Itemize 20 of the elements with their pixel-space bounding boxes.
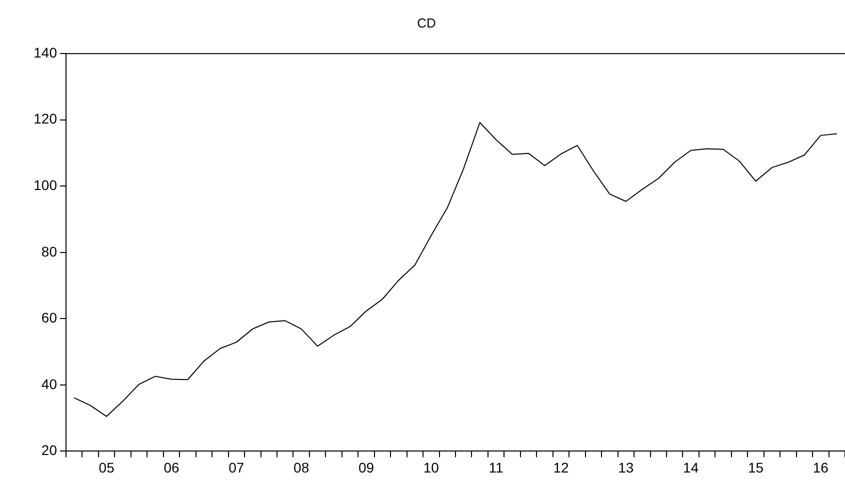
x-tick-label: 09 [358,459,374,476]
x-tick-label: 16 [812,459,829,476]
y-tick-label: 40 [41,376,58,392]
x-tick-label: 13 [618,459,634,476]
y-tick-label: 60 [41,310,58,326]
x-tick-label: 07 [228,459,244,476]
y-tick-label: 140 [34,44,58,60]
y-tick-label: 80 [41,243,58,260]
y-tick-label: 100 [34,176,58,193]
x-tick-label: 12 [553,459,569,476]
y-tick-label: 20 [41,442,58,458]
x-tick-label: 14 [683,459,699,476]
x-tick-label: 08 [294,459,310,476]
x-tick-label: 15 [748,459,764,476]
y-tick-label: 120 [34,110,58,127]
x-tick-label: 10 [423,459,440,476]
x-tick-label: 11 [488,459,504,476]
chart-title: CD [417,15,436,30]
x-tick-label: 05 [98,459,115,476]
x-tick-label: 06 [164,459,180,476]
